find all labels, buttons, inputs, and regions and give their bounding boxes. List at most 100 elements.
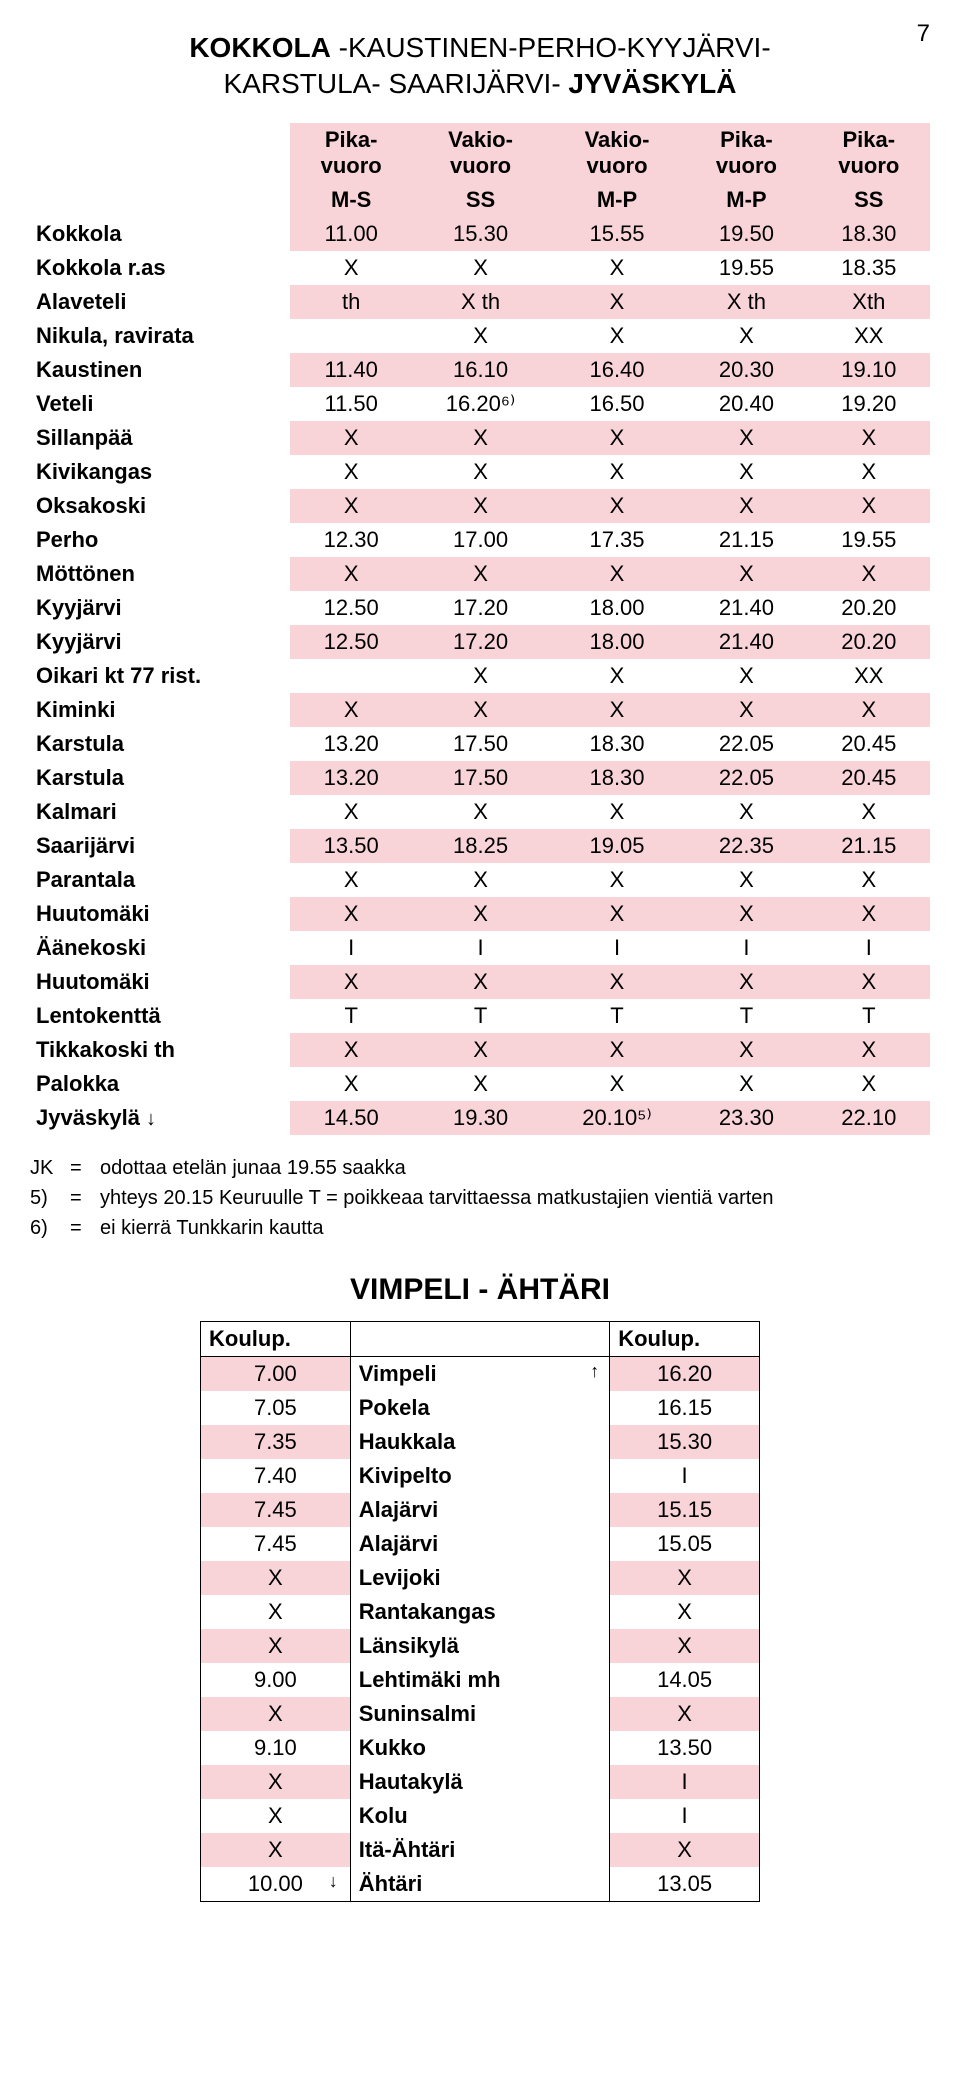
time-cell: T	[290, 999, 412, 1033]
time-cell: 15.55	[549, 217, 686, 251]
stop-name: Kaustinen	[30, 353, 290, 387]
time-cell: 19.20	[808, 387, 930, 421]
stop-name: Pokela	[350, 1391, 609, 1425]
time-cell: X	[808, 489, 930, 523]
stop-name: Huutomäki	[30, 965, 290, 999]
time-cell: 21.40	[685, 625, 807, 659]
stop-name: Alajärvi	[350, 1527, 609, 1561]
stop-name: Ähtäri↓	[350, 1867, 609, 1902]
stop-name: Saarijärvi	[30, 829, 290, 863]
time-cell: 16.15	[610, 1391, 760, 1425]
column-header: Pika-vuoro	[290, 123, 412, 183]
time-cell: X	[808, 965, 930, 999]
time-cell: 14.05	[610, 1663, 760, 1697]
time-cell: 18.30	[549, 727, 686, 761]
time-cell: X	[808, 863, 930, 897]
time-cell: X	[808, 1033, 930, 1067]
time-cell: X	[808, 1067, 930, 1101]
time-cell: X	[808, 693, 930, 727]
time-cell: X	[201, 1595, 351, 1629]
stop-name: Karstula	[30, 761, 290, 795]
time-cell: X	[808, 897, 930, 931]
time-cell: X	[549, 1033, 686, 1067]
title-light2: KARSTULA- SAARIJÄRVI-	[224, 68, 569, 99]
time-cell: X	[290, 455, 412, 489]
time-cell: X	[610, 1697, 760, 1731]
time-cell: X	[685, 897, 807, 931]
title-bold1: KOKKOLA	[189, 32, 331, 63]
time-cell: 20.30	[685, 353, 807, 387]
time-cell: 17.35	[549, 523, 686, 557]
time-cell: 17.50	[412, 727, 548, 761]
stop-name: Perho	[30, 523, 290, 557]
arrow-down-icon: ↓	[329, 1871, 338, 1892]
time-cell: X	[549, 319, 686, 353]
time-cell: 18.35	[808, 251, 930, 285]
stop-name: Haukkala	[350, 1425, 609, 1459]
time-cell: X	[412, 455, 548, 489]
time-cell: 20.45	[808, 761, 930, 795]
time-cell: 15.30	[610, 1425, 760, 1459]
time-cell: I	[685, 931, 807, 965]
stop-name: Kolu	[350, 1799, 609, 1833]
time-cell: X	[685, 863, 807, 897]
time-cell: X	[412, 965, 548, 999]
time-cell: I	[610, 1799, 760, 1833]
time-cell: X	[549, 1067, 686, 1101]
time-cell: X	[549, 897, 686, 931]
time-cell: X	[685, 319, 807, 353]
time-cell: X	[685, 965, 807, 999]
time-cell: 19.55	[685, 251, 807, 285]
time-cell: 7.35	[201, 1425, 351, 1459]
stop-name: Alaveteli	[30, 285, 290, 319]
stop-name: Huutomäki	[30, 897, 290, 931]
time-cell: X	[201, 1629, 351, 1663]
time-cell: 19.30	[412, 1101, 548, 1135]
time-cell: 22.05	[685, 761, 807, 795]
time-cell: X	[549, 659, 686, 693]
column-subheader: SS	[808, 183, 930, 217]
column-subheader: M-P	[549, 183, 686, 217]
time-cell: X	[412, 421, 548, 455]
stop-name: Rantakangas	[350, 1595, 609, 1629]
time-cell: X	[549, 795, 686, 829]
time-cell: 9.00	[201, 1663, 351, 1697]
time-cell: X	[685, 557, 807, 591]
time-cell: T	[412, 999, 548, 1033]
stop-name: Parantala	[30, 863, 290, 897]
time-cell	[290, 319, 412, 353]
stop-name: Vimpeli↑	[350, 1356, 609, 1391]
time-cell: 18.30	[549, 761, 686, 795]
stop-name: Möttönen	[30, 557, 290, 591]
secondary-title: VIMPELI - ÄHTÄRI	[30, 1273, 930, 1307]
time-cell: 18.00	[549, 591, 686, 625]
time-cell: X	[412, 489, 548, 523]
time-cell: X	[549, 251, 686, 285]
time-cell: X	[610, 1833, 760, 1867]
column-header: Pika-vuoro	[685, 123, 807, 183]
time-cell: 14.50	[290, 1101, 412, 1135]
time-cell: X	[808, 455, 930, 489]
time-cell: X	[549, 489, 686, 523]
time-cell: 19.50	[685, 217, 807, 251]
column-header: Pika-vuoro	[808, 123, 930, 183]
time-cell: 17.50	[412, 761, 548, 795]
time-cell: X	[412, 897, 548, 931]
time-cell: 11.50	[290, 387, 412, 421]
stop-name: Oksakoski	[30, 489, 290, 523]
time-cell: X	[685, 421, 807, 455]
time-cell: 12.30	[290, 523, 412, 557]
time-cell: X	[412, 693, 548, 727]
time-cell: I	[808, 931, 930, 965]
time-cell: XX	[808, 319, 930, 353]
stop-name: Suninsalmi	[350, 1697, 609, 1731]
stop-name: Alajärvi	[350, 1493, 609, 1527]
time-cell: X	[549, 421, 686, 455]
time-cell: X	[290, 489, 412, 523]
column-subheader: M-S	[290, 183, 412, 217]
stop-name: Kyyjärvi	[30, 625, 290, 659]
time-cell: 7.45	[201, 1493, 351, 1527]
time-cell: X	[610, 1629, 760, 1663]
time-cell: 22.05	[685, 727, 807, 761]
stop-name: Levijoki	[350, 1561, 609, 1595]
